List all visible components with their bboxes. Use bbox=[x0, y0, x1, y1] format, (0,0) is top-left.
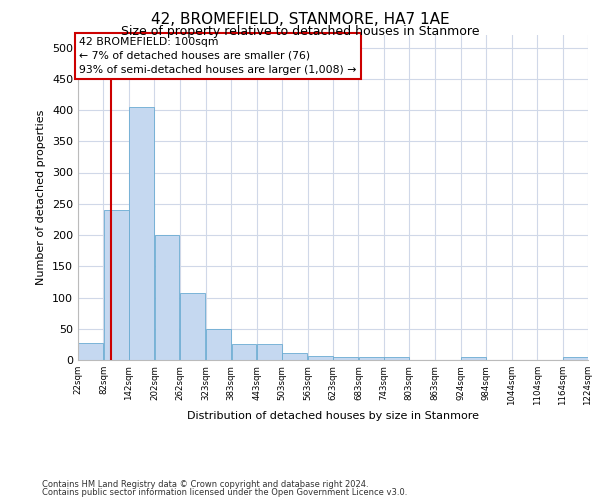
Text: Size of property relative to detached houses in Stanmore: Size of property relative to detached ho… bbox=[121, 25, 479, 38]
Bar bbox=[79, 343, 103, 360]
Bar bbox=[308, 356, 332, 360]
Text: Contains HM Land Registry data © Crown copyright and database right 2024.: Contains HM Land Registry data © Crown c… bbox=[42, 480, 368, 489]
Bar bbox=[563, 357, 587, 360]
Bar bbox=[232, 344, 256, 360]
Bar bbox=[129, 107, 154, 360]
Bar bbox=[461, 357, 486, 360]
Bar bbox=[384, 357, 409, 360]
Bar bbox=[155, 235, 179, 360]
X-axis label: Distribution of detached houses by size in Stanmore: Distribution of detached houses by size … bbox=[187, 411, 479, 421]
Bar bbox=[359, 357, 383, 360]
Bar bbox=[334, 357, 358, 360]
Bar bbox=[206, 330, 231, 360]
Bar bbox=[180, 293, 205, 360]
Text: Contains public sector information licensed under the Open Government Licence v3: Contains public sector information licen… bbox=[42, 488, 407, 497]
Bar bbox=[283, 352, 307, 360]
Text: 42, BROMEFIELD, STANMORE, HA7 1AE: 42, BROMEFIELD, STANMORE, HA7 1AE bbox=[151, 12, 449, 28]
Y-axis label: Number of detached properties: Number of detached properties bbox=[37, 110, 46, 285]
Bar bbox=[257, 344, 282, 360]
Text: 42 BROMEFIELD: 100sqm
← 7% of detached houses are smaller (76)
93% of semi-detac: 42 BROMEFIELD: 100sqm ← 7% of detached h… bbox=[79, 37, 356, 75]
Bar bbox=[104, 210, 128, 360]
